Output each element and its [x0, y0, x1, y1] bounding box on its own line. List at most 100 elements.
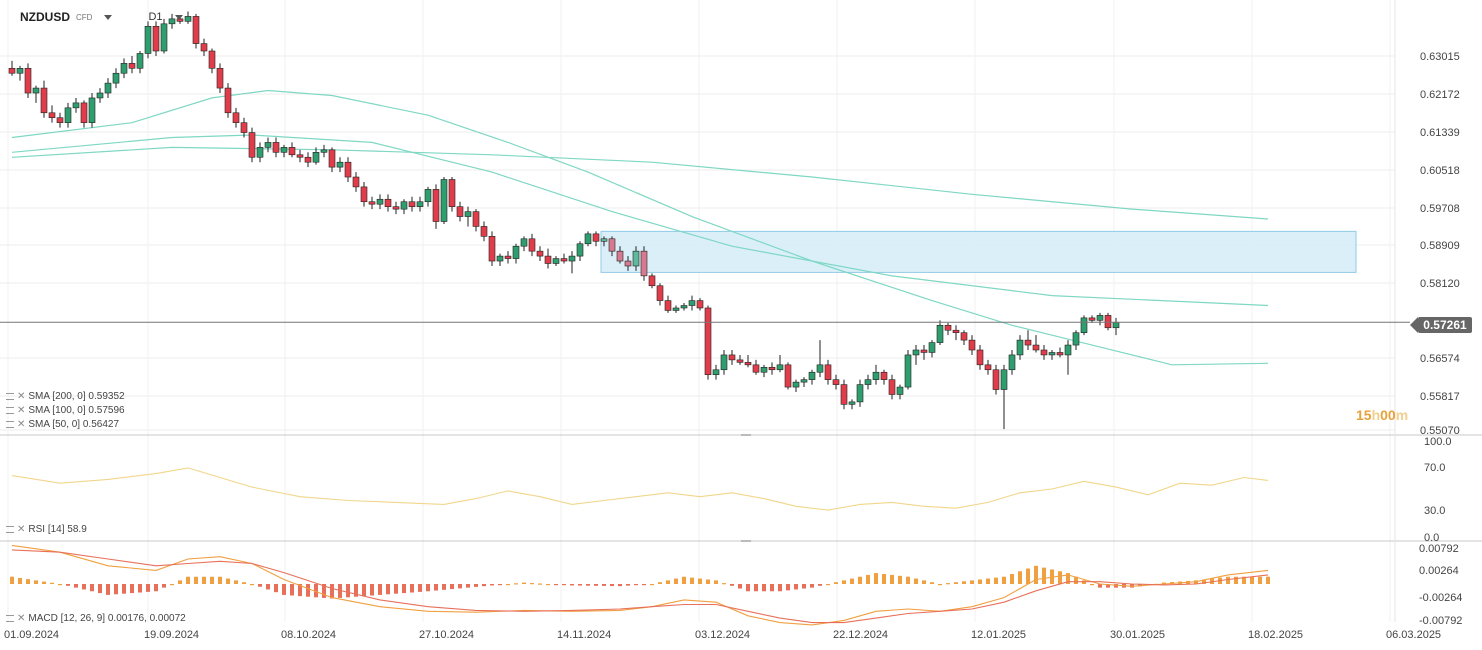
candle-body	[216, 67, 224, 89]
macd-histogram-bar	[426, 584, 430, 592]
macd-histogram-bar	[530, 583, 534, 585]
candle-body	[272, 142, 280, 153]
legend-sma100[interactable]: ✕ SMA [100, 0] 0.57596	[6, 403, 125, 417]
legend-label: MACD [12, 26, 9] 0.00176, 0.00072	[28, 612, 186, 624]
macd-histogram-bar	[186, 576, 190, 584]
candle-body	[1024, 339, 1032, 346]
candle-body	[496, 255, 504, 262]
candle-body	[1032, 344, 1040, 351]
macd-histogram-bar	[474, 584, 478, 587]
candle-body	[344, 161, 352, 178]
signal-line	[11, 549, 1269, 624]
candle-body	[376, 198, 384, 205]
macd-histogram-bar	[1026, 568, 1030, 584]
chevron-down-icon[interactable]	[174, 14, 183, 20]
settings-icon[interactable]	[6, 525, 14, 533]
countdown-minutes: 00	[1380, 407, 1396, 423]
candle-body	[400, 201, 408, 210]
macd-histogram-bar	[274, 584, 278, 593]
close-icon[interactable]: ✕	[17, 523, 26, 535]
candle-body	[784, 364, 792, 388]
macd-histogram-bar	[730, 584, 734, 586]
candle-body	[360, 186, 368, 203]
close-icon[interactable]: ✕	[17, 418, 26, 430]
macd-histogram-bar	[890, 574, 894, 584]
macd-histogram-bar	[706, 579, 710, 584]
macd-histogram-bar	[1018, 571, 1022, 584]
candle-body	[768, 366, 776, 371]
macd-histogram-bar	[138, 584, 142, 593]
candle-body	[1088, 317, 1096, 321]
macd-histogram-bar	[450, 584, 454, 590]
macd-histogram-bar	[330, 584, 334, 599]
close-icon[interactable]: ✕	[17, 404, 26, 416]
pane-resize-handle	[741, 540, 751, 542]
macd-histogram-bar	[418, 584, 422, 592]
macd-histogram-bar	[34, 580, 38, 584]
timeframe-selector[interactable]: D1	[148, 11, 163, 23]
candle-body	[424, 189, 432, 203]
candle-body	[464, 211, 472, 217]
candle-body	[984, 364, 992, 371]
chevron-down-icon[interactable]	[104, 14, 113, 20]
macd-histogram-bar	[514, 583, 518, 585]
candle-body	[760, 366, 768, 373]
candle-body	[72, 102, 80, 109]
macd-histogram-bar	[1106, 584, 1110, 588]
macd-histogram-bar	[546, 584, 550, 586]
legend-sma200[interactable]: ✕ SMA [200, 0] 0.59352	[6, 389, 125, 403]
macd-histogram-bar	[66, 584, 70, 586]
macd-histogram-bar	[130, 584, 134, 594]
candle-body	[912, 349, 920, 356]
macd-histogram-bar	[1098, 584, 1102, 588]
candle-countdown: 15h00m	[1356, 407, 1408, 423]
date-tick-label: 27.10.2024	[419, 629, 474, 641]
macd-histogram-bar	[458, 584, 462, 589]
price-tick-label: 0.58909	[1420, 240, 1460, 252]
candle-body	[736, 359, 744, 363]
price-tick-label: 0.60518	[1420, 165, 1460, 177]
candle-body	[712, 369, 720, 376]
macd-tick-label: -0.00264	[1419, 592, 1462, 604]
settings-icon[interactable]	[6, 392, 14, 400]
candle-body	[184, 16, 192, 22]
candle-body	[88, 97, 96, 123]
macd-histogram-bar	[850, 578, 854, 584]
macd-histogram-bar	[970, 580, 974, 584]
candle-body	[48, 112, 56, 119]
candle-body	[856, 384, 864, 403]
settings-icon[interactable]	[6, 406, 14, 414]
legend-label: SMA [100, 0] 0.57596	[28, 404, 125, 416]
macd-histogram-bar	[586, 584, 590, 586]
macd-histogram-bar	[570, 584, 574, 586]
price-tick-label: 0.59708	[1420, 203, 1460, 215]
candle-body	[168, 18, 176, 25]
macd-histogram-bar	[1066, 573, 1070, 584]
legend-sma50[interactable]: ✕ SMA [50, 0] 0.56427	[6, 417, 125, 431]
countdown-m: m	[1395, 407, 1409, 423]
macd-histogram-bar	[114, 584, 118, 595]
close-icon[interactable]: ✕	[17, 390, 26, 402]
candle-body	[312, 152, 320, 163]
candle-body	[488, 236, 496, 262]
macd-histogram-bar	[442, 584, 446, 590]
macd-histogram-bar	[986, 578, 990, 584]
macd-histogram-bar	[1114, 584, 1118, 588]
close-icon[interactable]: ✕	[17, 612, 26, 624]
candle-body	[904, 354, 912, 388]
macd-histogram-bar	[498, 584, 502, 586]
legend-rsi[interactable]: ✕ RSI [14] 58.9	[6, 522, 87, 536]
macd-histogram-bar	[690, 577, 694, 584]
settings-icon[interactable]	[6, 614, 14, 622]
candle-body	[104, 82, 112, 94]
candle-body	[440, 179, 448, 222]
macd-histogram-bar	[946, 583, 950, 585]
candle-body	[576, 243, 584, 257]
rsi-line	[11, 467, 1269, 511]
macd-histogram-bar	[634, 584, 638, 586]
macd-histogram-bar	[962, 581, 966, 584]
symbol-selector[interactable]: NZDUSD	[20, 10, 70, 24]
legend-macd[interactable]: ✕ MACD [12, 26, 9] 0.00176, 0.00072	[6, 611, 186, 625]
settings-icon[interactable]	[6, 420, 14, 428]
